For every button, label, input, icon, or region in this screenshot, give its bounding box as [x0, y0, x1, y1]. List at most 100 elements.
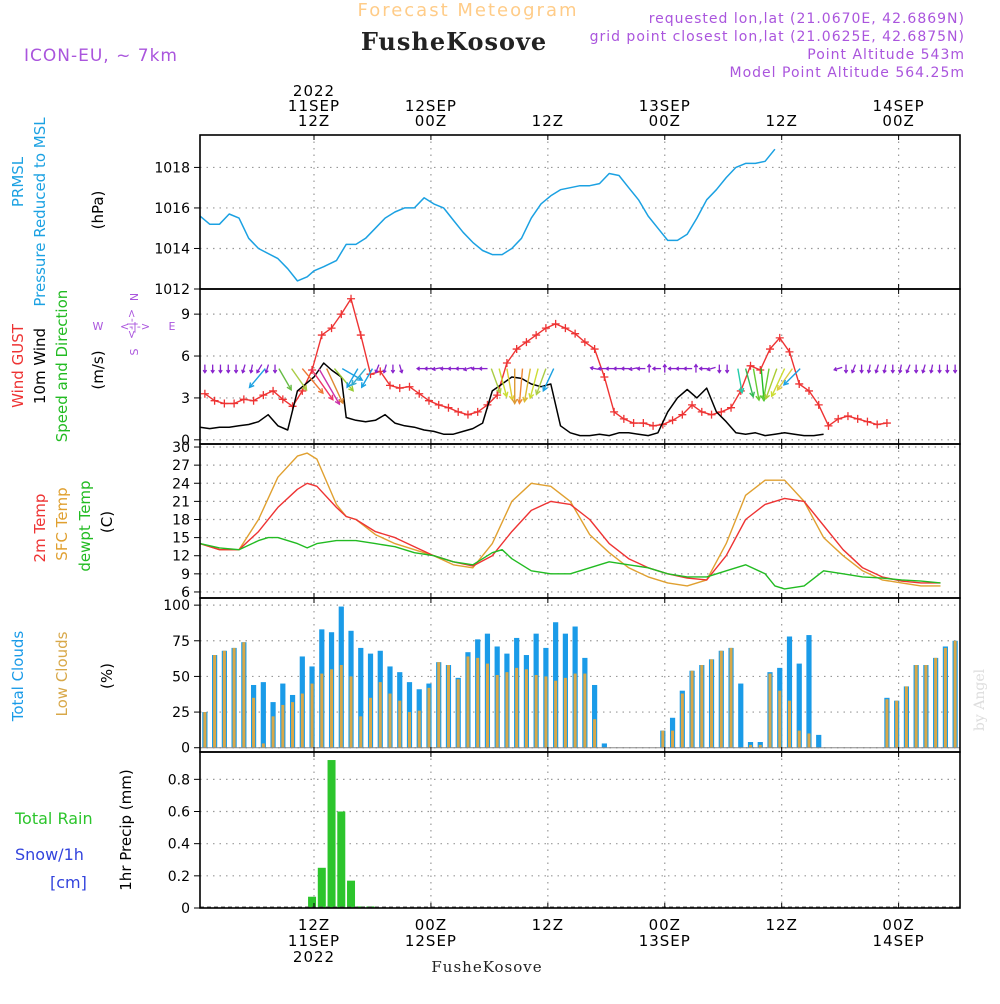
- wind-direction-arrow: [265, 364, 270, 373]
- bar-low-cloud: [544, 676, 548, 748]
- series-2m-temp: [199, 482, 941, 584]
- bar-low-cloud: [671, 730, 675, 748]
- wind-direction-arrowhead: [462, 367, 468, 372]
- point-altitude: Point Altitude 543m: [807, 47, 965, 63]
- wind-vector: [776, 368, 793, 391]
- wind-vector-head: [738, 387, 745, 395]
- time-label-bottom: 2022: [293, 948, 335, 966]
- bar-low-cloud: [203, 712, 207, 748]
- label-10m-wind: 10m Wind: [31, 328, 49, 404]
- wind-vector: [490, 368, 501, 394]
- wind-direction-arrowhead: [698, 366, 703, 371]
- wind-vector-head: [346, 382, 352, 389]
- time-label-bottom: 12Z: [298, 916, 330, 934]
- wind-direction-arrow: [930, 364, 934, 373]
- gust-marker: [444, 403, 453, 412]
- bar-low-cloud: [729, 647, 733, 748]
- gust-marker: [434, 400, 443, 409]
- wind-vector-head: [338, 397, 344, 405]
- bar-low-cloud: [466, 656, 470, 748]
- gust-marker: [882, 419, 891, 428]
- wind-direction-arrowhead: [850, 369, 856, 374]
- wind-direction-arrowhead: [882, 369, 887, 374]
- gust-marker: [678, 410, 687, 419]
- wind-vector: [291, 368, 308, 391]
- bar-low-cloud: [407, 712, 411, 748]
- bar-low-cloud: [710, 659, 714, 748]
- wind-vector-head: [496, 387, 502, 395]
- wind-direction-arrowhead: [226, 369, 231, 374]
- bar-low-cloud: [885, 699, 889, 748]
- bar-low-cloud: [242, 642, 246, 748]
- wind-direction-arrowhead: [202, 369, 208, 374]
- wind-direction-arrowhead: [233, 369, 239, 374]
- bar-low-cloud: [583, 673, 587, 748]
- y-tick-label-cloud: 75: [172, 634, 190, 650]
- label-cm: [cm]: [50, 873, 87, 892]
- y-tick-label-wind: 3: [181, 391, 190, 407]
- wind-direction-arrowhead: [833, 367, 838, 372]
- bar-low-cloud: [330, 669, 334, 748]
- wind-direction-arrow: [883, 364, 887, 373]
- bar-low-cloud: [719, 650, 723, 748]
- wind-vector-head: [755, 395, 762, 402]
- time-label-bottom: 12Z: [766, 916, 798, 934]
- gust-marker: [512, 345, 521, 354]
- wind-direction-arrowhead: [605, 366, 610, 371]
- wind-direction-arrowhead: [667, 366, 672, 371]
- wind-direction-arrow: [922, 364, 926, 373]
- bar-low-cloud: [359, 716, 363, 748]
- time-label-top: 00Z: [415, 112, 447, 130]
- wind-direction-arrowhead: [272, 369, 278, 374]
- wind-direction-arrow: [375, 364, 380, 373]
- wind-vector: [529, 368, 539, 399]
- label-low-clouds: Low Clouds: [53, 631, 71, 716]
- gust-marker: [454, 407, 463, 416]
- bar-low-cloud: [700, 665, 704, 748]
- bar-low-cloud: [895, 700, 899, 748]
- bar-total-cloud: [796, 663, 802, 748]
- chart-title: Forecast Meteogram: [357, 0, 578, 21]
- gust-marker: [317, 331, 326, 340]
- wind-direction-arrowhead: [651, 366, 656, 371]
- bar-low-cloud: [388, 693, 392, 748]
- wind-direction-arrowhead: [439, 366, 444, 371]
- compass-arrow: <-|->: [120, 320, 150, 333]
- wind-direction-arrowhead: [636, 366, 641, 371]
- bar-low-cloud: [417, 710, 421, 748]
- data-layer: [199, 148, 960, 908]
- wind-vector: [762, 368, 770, 401]
- gust-marker: [707, 410, 716, 419]
- gust-marker: [814, 400, 823, 409]
- bar-rain: [337, 811, 346, 908]
- wind-direction-arrowhead: [952, 369, 958, 374]
- gust-marker: [522, 338, 531, 347]
- wind-direction-arrowhead: [612, 366, 617, 371]
- wind-direction-arrowhead: [874, 369, 879, 374]
- wind-vector-head: [286, 384, 292, 392]
- time-label-bottom: 14SEP: [873, 932, 925, 950]
- bar-low-cloud: [953, 640, 957, 748]
- bar-low-cloud: [914, 665, 918, 748]
- compass-arrow-vertical: <-|->: [125, 309, 138, 339]
- label-speed-direction: Speed and Direction: [53, 290, 71, 443]
- wind-vector-head: [502, 391, 509, 399]
- wind-direction-arrowhead: [905, 369, 910, 374]
- watermark: by Angel: [972, 668, 988, 731]
- y-tick-label-cloud: 100: [163, 598, 190, 614]
- label-celsius: (C): [98, 511, 116, 533]
- bar-low-cloud: [271, 716, 275, 748]
- wind-vector-head: [770, 391, 777, 398]
- wind-direction-arrowhead: [597, 366, 602, 371]
- gust-marker: [688, 400, 697, 409]
- wind-direction-arrowhead: [249, 369, 254, 374]
- bar-low-cloud: [437, 662, 441, 748]
- wind-direction-arrow: [432, 367, 441, 371]
- wind-vector-head: [328, 394, 334, 401]
- bar-low-cloud: [378, 682, 382, 748]
- wind-vector-head: [350, 380, 357, 387]
- bar-low-cloud: [339, 665, 343, 748]
- compass-west: W: [93, 320, 104, 333]
- bar-low-cloud: [515, 667, 519, 748]
